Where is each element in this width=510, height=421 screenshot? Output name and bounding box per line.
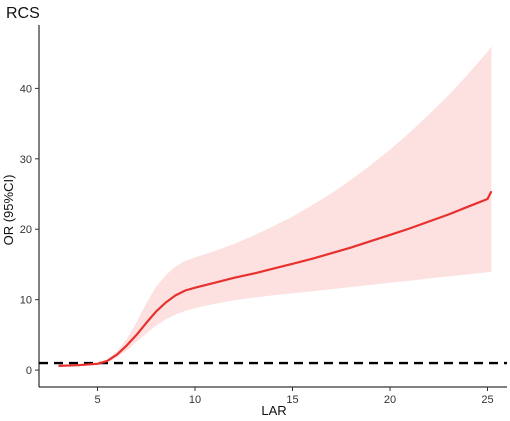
x-tick-label-20: 20 [384, 394, 396, 406]
y-tick-label-40: 40 [20, 83, 32, 95]
x-tick-label-25: 25 [481, 394, 493, 406]
plot-area: 5 10 15 20 25 0 10 20 30 40 [20, 25, 507, 406]
y-tick-label-0: 0 [26, 365, 32, 377]
chart-title: RCS [6, 5, 40, 22]
y-axis-label: OR (95%CI) [1, 175, 16, 246]
x-tick-label-5: 5 [94, 394, 100, 406]
confidence-band [58, 46, 492, 367]
x-tick-label-15: 15 [286, 394, 298, 406]
or-curve [58, 190, 493, 367]
x-axis-label: LAR [261, 403, 286, 418]
x-tick-label-10: 10 [189, 394, 201, 406]
y-tick-label-20: 20 [20, 224, 32, 236]
y-tick-label-10: 10 [20, 295, 32, 307]
y-tick-label-30: 30 [20, 154, 32, 166]
